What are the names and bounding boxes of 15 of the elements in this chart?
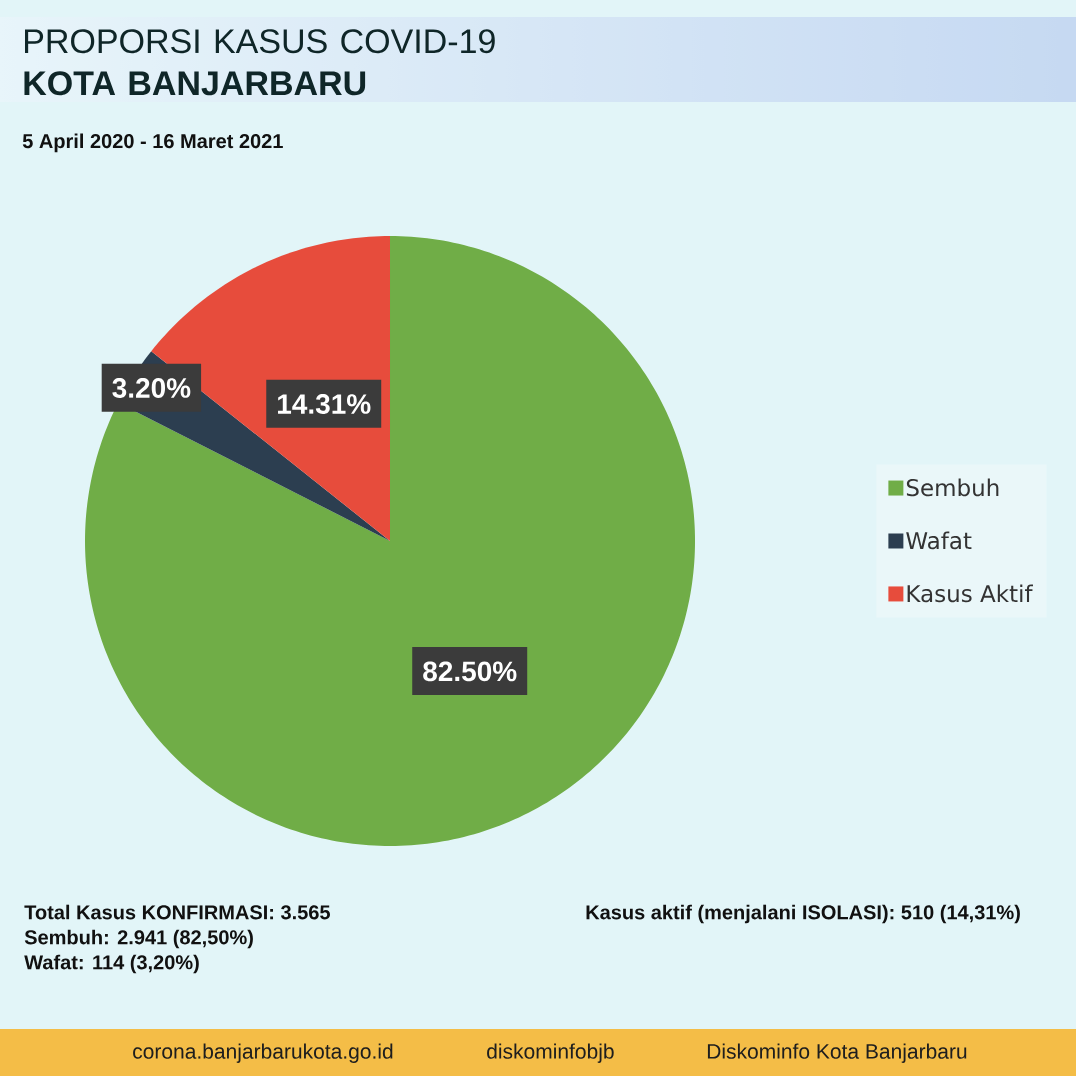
legend-label: Sembuh xyxy=(906,478,999,497)
text: Sembuh: 2.941 (82,50%) xyxy=(24,929,253,949)
chart-title: PROPORSI KASUS COVID-19 KOTA BANJARBARU xyxy=(24,29,495,96)
text: corona.banjarbarukota.go.id xyxy=(133,1043,393,1063)
text: Kasus aktif (menjalani ISOLASI): 510 (14,31%) xyxy=(586,904,1020,924)
legend-label: Wafat xyxy=(906,531,972,550)
text: diskominfobjb xyxy=(487,1043,614,1063)
chart-subtitle: 5 April 2020 - 16 Maret 2021 xyxy=(22,133,283,153)
data-label: 82.50% xyxy=(423,661,517,682)
legend-label: Kasus Aktif xyxy=(907,584,1033,603)
data-label: 3.20% xyxy=(112,378,191,398)
text: Total Kasus KONFIRMASI: 3.565 xyxy=(24,904,330,920)
text: Diskominfo Kota Banjarbaru xyxy=(707,1043,967,1063)
data-label: 14.31% xyxy=(278,394,371,414)
text: Wafat: 114 (3,20%) xyxy=(24,954,199,974)
